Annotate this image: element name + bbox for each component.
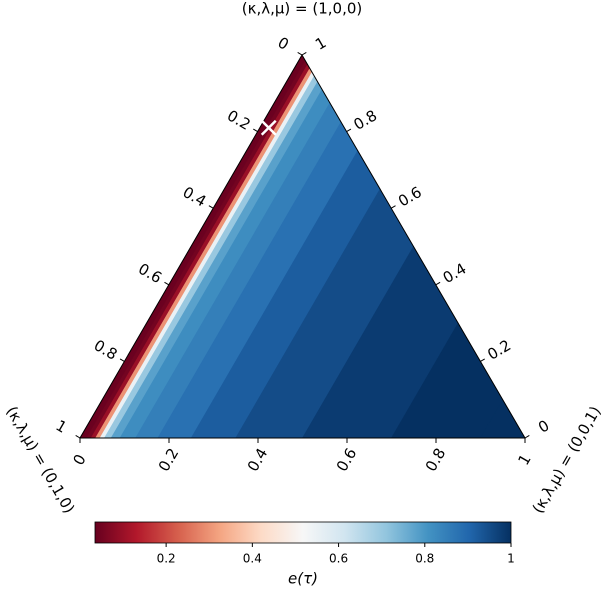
corner-label: (κ,λ,μ) = (1,0,0) bbox=[242, 0, 362, 18]
tick-label: 0.4 bbox=[180, 183, 210, 211]
tick-label: 0.8 bbox=[351, 106, 381, 134]
colorbar-tick-label: 0.4 bbox=[243, 552, 262, 566]
tick-label: 1 bbox=[514, 451, 534, 468]
colorbar-tick-label: 0.6 bbox=[329, 552, 348, 566]
tick-mark bbox=[164, 281, 170, 286]
marker-stroke bbox=[260, 119, 277, 136]
tick-mark bbox=[253, 128, 258, 133]
tick-mark bbox=[75, 435, 81, 439]
tick-label: 0.4 bbox=[440, 260, 470, 288]
colorbar: 0.2 0.4 0.6 0.8 1 e(τ) bbox=[94, 521, 515, 588]
tick-mark bbox=[301, 52, 307, 56]
tick-mark bbox=[346, 128, 352, 133]
marker bbox=[260, 119, 277, 136]
heatmap bbox=[79, 54, 526, 439]
tick-mark bbox=[524, 435, 530, 439]
tick-label: 0.6 bbox=[333, 445, 361, 475]
tick-mark bbox=[208, 205, 214, 209]
colorbar-gradient bbox=[94, 521, 512, 544]
tick-label: 0 bbox=[69, 451, 89, 468]
colorbar-tick-label: 1 bbox=[507, 552, 515, 566]
tick-label: 0.2 bbox=[155, 445, 183, 475]
colorbar-tick-label: 0.8 bbox=[415, 552, 434, 566]
tick-mark bbox=[480, 358, 485, 362]
tick-label: 1 bbox=[312, 33, 329, 53]
tick-mark bbox=[390, 205, 396, 209]
tick-mark bbox=[297, 52, 303, 56]
tick-label: 0.4 bbox=[244, 445, 272, 475]
tick-mark bbox=[435, 281, 441, 286]
tick-label: 0.6 bbox=[135, 260, 165, 288]
tick-label: 0 bbox=[275, 33, 292, 53]
tick-label: 0.2 bbox=[484, 336, 514, 364]
tick-label: 0.2 bbox=[224, 106, 254, 134]
colorbar-label: e(τ) bbox=[288, 570, 318, 588]
tick-label: 0 bbox=[535, 416, 552, 436]
triangle-outline bbox=[79, 54, 526, 439]
colorbar-tick-label: 0.2 bbox=[157, 552, 176, 566]
tick-mark bbox=[119, 358, 125, 362]
tick-label: 0.8 bbox=[422, 445, 450, 475]
tick-label: 0.8 bbox=[91, 336, 121, 364]
tick-label: 0.6 bbox=[395, 183, 425, 211]
tick-label: 1 bbox=[53, 416, 70, 436]
